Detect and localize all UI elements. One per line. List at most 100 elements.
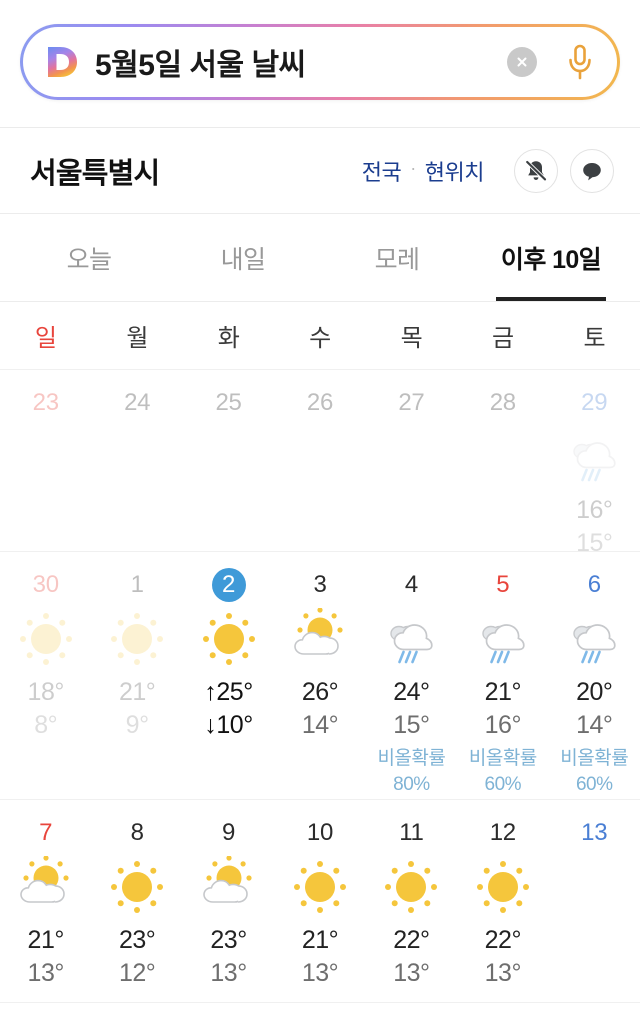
day-cell[interactable]: 4 24° 15° 비올확률 80% bbox=[366, 552, 457, 799]
low-temperature: 14° bbox=[301, 711, 339, 739]
partly-cloudy-icon bbox=[294, 608, 343, 655]
day-number: 27 bbox=[398, 389, 425, 416]
forecast-calendar: 23 24 25 26 27 28 29 16° 15° 30 18° 8° 1 21° 9° 2 ↑25° ↓1… bbox=[0, 370, 640, 1003]
weather-icon bbox=[194, 856, 264, 918]
weekday-header-row: 일 월 화 수 목 금 토 bbox=[0, 302, 640, 370]
day-cell[interactable]: 9 23° 13° bbox=[183, 800, 274, 1002]
rain-probability-value: 80% bbox=[393, 774, 430, 795]
sunny-icon bbox=[202, 613, 255, 665]
low-temperature: 14° bbox=[576, 711, 613, 739]
day-cell[interactable]: 8 23° 12° bbox=[91, 800, 182, 1002]
daum-d-logo-icon bbox=[39, 40, 83, 84]
weekday-sat: 토 bbox=[583, 325, 606, 352]
day-cell[interactable]: 30 18° 8° bbox=[0, 552, 91, 799]
temperature-group: 21° 13° bbox=[301, 924, 339, 990]
weather-icon bbox=[11, 608, 81, 670]
day-cell[interactable]: 10 21° 13° bbox=[274, 800, 365, 1002]
comment-icon[interactable] bbox=[570, 148, 614, 193]
day-cell[interactable]: 5 21° 16° 비올확률 60% bbox=[457, 552, 548, 799]
day-cell[interactable]: 2 ↑25° ↓10° bbox=[183, 552, 274, 799]
header-links: 전국 · 현위치 bbox=[361, 155, 485, 187]
day-cell[interactable]: 24 bbox=[91, 370, 182, 551]
day-number: 29 bbox=[581, 389, 608, 416]
day-cell[interactable]: 12 22° 13° bbox=[457, 800, 548, 1002]
search-input[interactable]: 5월5일 서울 날씨 bbox=[95, 49, 306, 82]
low-temperature: 13° bbox=[484, 959, 522, 987]
day-cell[interactable]: 23 bbox=[0, 370, 91, 551]
high-temperature: 23° bbox=[118, 926, 156, 954]
weather-icon bbox=[559, 608, 629, 670]
weather-icon bbox=[102, 608, 172, 670]
weekday-fri: 금 bbox=[492, 325, 514, 352]
weather-icon bbox=[285, 426, 355, 488]
day-cell[interactable]: 29 16° 15° bbox=[549, 370, 640, 557]
temperature-group: 22° 13° bbox=[484, 924, 522, 990]
low-temperature: 15° bbox=[576, 529, 613, 557]
day-cell[interactable]: 3 26° 14° bbox=[274, 552, 365, 799]
rain-probability: 비올확률 60% bbox=[469, 746, 537, 798]
rain-probability-label: 비올확률 bbox=[377, 748, 446, 769]
weather-icon bbox=[285, 856, 355, 918]
low-temperature: 16° bbox=[484, 711, 522, 739]
day-cell[interactable]: 7 21° 13° bbox=[0, 800, 91, 1002]
day-cell[interactable]: 11 22° 13° bbox=[366, 800, 457, 1002]
high-temperature: 22° bbox=[484, 926, 522, 954]
temperature-group: 22° 13° bbox=[393, 924, 430, 990]
search-bar-container: 5월5일 서울 날씨 bbox=[0, 0, 640, 128]
day-number: 30 bbox=[32, 571, 59, 598]
day-cell[interactable]: 25 bbox=[183, 370, 274, 551]
low-temperature: 13° bbox=[301, 959, 339, 987]
tab-today[interactable]: 오늘 bbox=[66, 245, 112, 274]
current-location-link[interactable]: 현위치 bbox=[424, 159, 485, 185]
search-bar[interactable]: 5월5일 서울 날씨 bbox=[20, 24, 620, 100]
day-number: 12 bbox=[489, 819, 516, 846]
low-temperature: 8° bbox=[34, 711, 58, 739]
weather-icon bbox=[194, 608, 264, 670]
day-cell[interactable]: 26 bbox=[274, 370, 365, 551]
rain-probability-value: 60% bbox=[484, 774, 522, 795]
today-marker: 2 bbox=[211, 568, 246, 602]
weather-icon bbox=[468, 608, 538, 670]
bell-off-icon[interactable] bbox=[514, 148, 558, 193]
day-number: 8 bbox=[130, 819, 144, 846]
tab-tomorrow[interactable]: 내일 bbox=[220, 245, 266, 274]
day-cell[interactable]: 28 bbox=[457, 370, 548, 551]
tab-next-10-days[interactable]: 이후 10일 bbox=[474, 214, 628, 301]
day-number: 28 bbox=[489, 389, 516, 416]
weather-icon bbox=[376, 856, 446, 918]
rain-icon bbox=[482, 624, 525, 664]
high-temperature: 23° bbox=[210, 926, 247, 954]
mic-icon[interactable] bbox=[563, 42, 597, 82]
temperature-group: 21° 9° bbox=[119, 676, 156, 742]
tab-day-after-tomorrow[interactable]: 모레 bbox=[374, 245, 420, 274]
day-number: 1 bbox=[130, 571, 144, 598]
sunny-icon bbox=[111, 613, 164, 665]
day-cell[interactable]: 1 21° 9° bbox=[91, 552, 182, 799]
day-number: 26 bbox=[306, 389, 334, 416]
high-temperature: 21° bbox=[27, 926, 65, 954]
region-title: 서울특별시 bbox=[30, 157, 160, 190]
day-cell[interactable]: 6 20° 14° 비올확률 60% bbox=[549, 552, 640, 799]
high-temperature: 21° bbox=[484, 678, 522, 706]
sunny-icon bbox=[293, 861, 346, 913]
clear-search-icon[interactable] bbox=[507, 47, 537, 77]
temperature-group: 16° 15° bbox=[576, 494, 613, 560]
day-cell[interactable]: 27 bbox=[366, 370, 457, 551]
weather-icon bbox=[11, 856, 81, 918]
day-number: 4 bbox=[404, 571, 418, 598]
day-number: 6 bbox=[587, 571, 601, 598]
low-temperature: 13° bbox=[393, 959, 430, 987]
link-separator: · bbox=[410, 158, 416, 178]
rain-probability-label: 비올확률 bbox=[560, 748, 629, 769]
day-cell[interactable]: 13 bbox=[549, 800, 640, 1002]
low-temperature: ↓10° bbox=[204, 711, 253, 739]
nationwide-link[interactable]: 전국 bbox=[361, 159, 402, 185]
day-number: 9 bbox=[222, 819, 236, 846]
day-number: 24 bbox=[124, 389, 151, 416]
temperature-group: 21° 13° bbox=[27, 924, 65, 990]
day-number: 13 bbox=[581, 819, 608, 846]
weather-icon bbox=[468, 426, 538, 488]
high-temperature: 22° bbox=[393, 926, 430, 954]
partly-cloudy-icon bbox=[202, 856, 252, 903]
day-number: 23 bbox=[32, 389, 59, 416]
